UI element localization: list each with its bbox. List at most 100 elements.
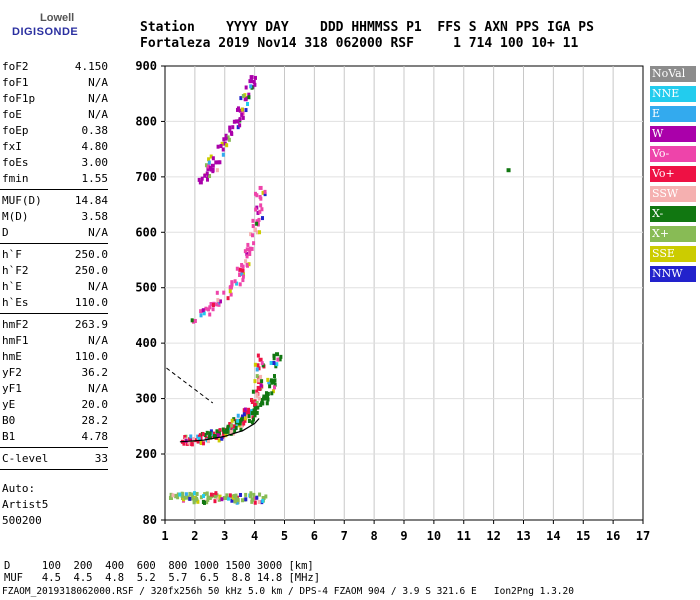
echo-dot (202, 500, 206, 505)
echo-point (275, 352, 280, 357)
echo-dot (188, 491, 192, 496)
x-tick-label: 4 (251, 529, 258, 543)
echo-dot (208, 431, 212, 436)
param-value: 250.0 (74, 264, 108, 277)
x-tick-label: 1 (161, 529, 168, 543)
echo-dot (202, 311, 206, 316)
echo-dot (255, 193, 259, 198)
echo-dot (241, 268, 245, 273)
echo-dot (247, 262, 251, 267)
echo-point (249, 75, 254, 80)
param-value: N/A (88, 76, 108, 89)
echo-dot (238, 123, 242, 128)
x-tick-label: 10 (427, 529, 441, 543)
param-value: 4.78 (81, 430, 109, 443)
echo-dot (193, 498, 197, 503)
param-name: h`F2 (2, 264, 29, 277)
echo-dot (252, 492, 256, 497)
echo-dot (238, 108, 242, 113)
echo-dot (274, 364, 278, 369)
echo-dot (214, 160, 218, 165)
echo-dot (203, 433, 207, 438)
param-value: 20.0 (81, 398, 109, 411)
echo-dot (272, 356, 276, 361)
echo-dot (218, 428, 222, 433)
param-row: fmin 1.55 (0, 172, 108, 186)
echo-dot (211, 302, 215, 307)
echo-dot (278, 357, 282, 362)
echo-dot (245, 254, 249, 259)
echo-dot (205, 177, 209, 182)
param-row: hmF1 N/A (0, 334, 108, 348)
echo-dot (252, 80, 256, 85)
echo-dot (256, 405, 260, 410)
echo-dot (224, 136, 228, 141)
echo-dot (242, 272, 246, 277)
echo-dot (245, 247, 249, 252)
echo-dot (262, 396, 266, 401)
echo-dot (251, 218, 255, 223)
x-tick-label: 11 (457, 529, 471, 543)
echo-dot (241, 274, 245, 279)
param-name: h`Es (2, 296, 29, 309)
echo-dot (216, 433, 220, 438)
echo-dot (249, 491, 253, 496)
echo-dot (236, 119, 240, 124)
echo-dot (253, 227, 257, 232)
param-name: foF2 (2, 60, 29, 73)
echo-dot (228, 289, 232, 294)
x-tick-label: 14 (546, 529, 560, 543)
x-tick-label: 15 (576, 529, 590, 543)
echo-dot (217, 438, 221, 443)
param-value: 263.9 (74, 318, 108, 331)
echo-dot (265, 401, 269, 406)
param-row: hmE 110.0 (0, 350, 108, 364)
param-name: fxI (2, 140, 22, 153)
echo-dot (247, 419, 251, 424)
echo-dot (219, 434, 223, 439)
echo-dot (260, 379, 264, 384)
echo-dot (226, 424, 230, 429)
footer-muf-row: MUF 4.5 4.5 4.8 5.2 5.7 6.5 8.8 14.8 [MH… (4, 572, 321, 584)
echo-dot (272, 360, 276, 365)
echo-dot (196, 439, 200, 444)
echo-dot (233, 429, 237, 434)
x-tick-label: 3 (221, 529, 228, 543)
auto-scaling-info: 500200 (2, 514, 42, 527)
echo-dot (188, 496, 192, 501)
param-value: 28.2 (81, 414, 109, 427)
echo-dot (244, 96, 248, 101)
echo-dot (268, 384, 272, 389)
echo-dot (201, 441, 205, 446)
param-name: M(D) (2, 210, 29, 223)
echo-dot (256, 210, 260, 215)
echo-dot (228, 128, 232, 133)
param-row: yF2 36.2 (0, 366, 108, 380)
legend-entry: NNE (650, 86, 696, 102)
echo-dot (226, 135, 230, 140)
echo-dot (257, 499, 261, 504)
x-tick-label: 6 (311, 529, 318, 543)
echo-dot (259, 383, 263, 388)
param-row: foEs 3.00 (0, 156, 108, 170)
param-name: h`F (2, 248, 22, 261)
echo-dot (231, 125, 235, 130)
echo-dot (204, 163, 208, 168)
echo-dot (259, 374, 263, 379)
echo-dot (184, 492, 188, 497)
echo-dot (270, 380, 274, 385)
header-row-2: Fortaleza 2019 Nov14 318 062000 RSF 1 71… (140, 36, 579, 51)
echo-dot (246, 411, 250, 416)
param-name: foEp (2, 124, 29, 137)
x-tick-label: 5 (281, 529, 288, 543)
echo-dot (197, 177, 201, 182)
param-name: C-level (2, 452, 49, 465)
echo-dot (188, 437, 192, 442)
param-name: yF1 (2, 382, 22, 395)
echo-dot (225, 429, 229, 434)
echo-dot (255, 392, 259, 397)
param-name: MUF(D) (2, 194, 42, 207)
echo-dot (251, 417, 255, 422)
logo-digisonde: DIGISONDE (12, 26, 79, 38)
echo-dot (171, 493, 175, 498)
